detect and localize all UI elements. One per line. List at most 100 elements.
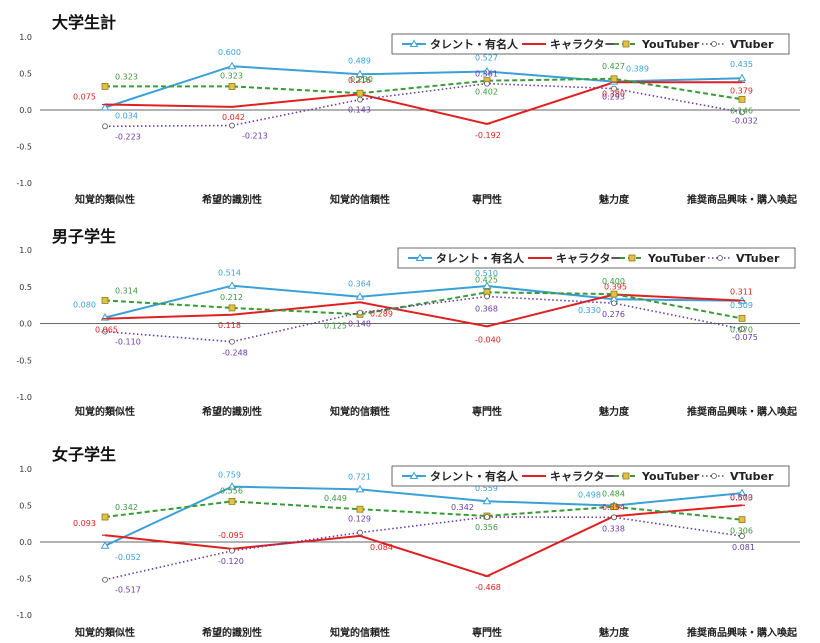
data-label-vtuber: -0.120	[218, 557, 244, 566]
data-point-youtuber	[356, 89, 364, 97]
y-tick-label: -1.0	[16, 393, 32, 402]
legend-marker-talent	[415, 253, 425, 261]
data-label-character: 0.503	[730, 493, 753, 502]
data-label-character: 0.395	[604, 282, 627, 291]
data-point-vtuber	[102, 123, 108, 130]
data-label-talent: 0.527	[475, 54, 498, 63]
data-label-youtuber: 0.425	[475, 275, 498, 284]
x-category-label: 推奨商品興味・購入喚起	[687, 405, 798, 418]
data-label-vtuber: 0.293	[602, 93, 625, 102]
data-label-talent: 0.309	[730, 301, 753, 310]
data-label-character: 0.093	[73, 519, 96, 528]
series-line-character	[104, 81, 742, 126]
y-tick-label: 0.5	[19, 70, 32, 79]
x-category-label: 知覚的信頼性	[329, 193, 390, 206]
data-point-talent	[227, 61, 237, 70]
data-label-character: 0.354	[602, 503, 625, 512]
series-line-talent	[104, 284, 743, 319]
y-tick-label: 1.0	[19, 33, 32, 42]
data-label-youtuber: 0.314	[115, 286, 138, 295]
series-line-vtuber	[104, 295, 743, 343]
data-point-vtuber	[611, 514, 617, 521]
data-label-character: 0.379	[730, 86, 753, 95]
data-label-talent: -0.052	[115, 553, 141, 562]
data-point-vtuber	[357, 96, 363, 103]
data-label-vtuber: -0.213	[242, 132, 268, 141]
data-label-vtuber: 0.368	[475, 304, 498, 313]
data-label-vtuber: 0.342	[451, 503, 474, 512]
data-label-talent: 0.721	[348, 472, 371, 481]
chart-legend: タレント・有名人 キャラクター YouTuber VTuber	[391, 33, 790, 55]
data-label-youtuber: 0.400	[602, 277, 625, 286]
data-label-character: -0.095	[218, 531, 244, 540]
chart-legend: タレント・有名人 キャラクター YouTuber VTuber	[391, 465, 790, 487]
x-category-label: 推奨商品興味・購入喚起	[687, 626, 798, 639]
data-label-youtuber: 0.342	[115, 503, 138, 512]
data-label-vtuber: -0.248	[222, 349, 248, 358]
legend-marker-youtuber	[628, 254, 636, 262]
data-point-vtuber	[102, 328, 108, 335]
x-category-label: 希望的識別性	[201, 405, 262, 418]
legend-label-character: キャラクター	[550, 470, 616, 483]
data-point-youtuber	[228, 83, 236, 90]
data-point-vtuber	[484, 514, 490, 520]
series-line-youtuber	[105, 77, 743, 101]
data-point-talent	[482, 67, 492, 75]
data-label-youtuber: 0.306	[730, 527, 753, 536]
series-line-character	[104, 504, 743, 578]
data-point-youtuber	[101, 513, 109, 521]
legend-label-vtuber: VTuber	[736, 252, 780, 265]
data-label-talent: 0.435	[730, 60, 753, 69]
data-label-youtuber: 0.323	[115, 72, 138, 81]
legend-marker-vtuber	[717, 255, 723, 261]
data-point-talent	[355, 292, 365, 300]
data-point-youtuber	[738, 95, 746, 103]
y-tick-label: -0.5	[16, 143, 32, 152]
chart-legend: タレント・有名人 キャラクター YouTuber VTuber	[397, 247, 796, 269]
series-line-vtuber	[104, 516, 743, 581]
x-category-label: 専門性	[472, 193, 502, 206]
y-tick-label: 0.5	[19, 502, 32, 511]
legend-box	[391, 465, 790, 487]
legend-label-vtuber: VTuber	[730, 38, 774, 51]
legend-box	[397, 247, 796, 269]
data-point-talent	[482, 496, 492, 505]
data-point-youtuber	[101, 83, 109, 90]
chart-panel: 大学生計 1.0 0.5 0.0 -0.5 -1.0 知覚的類似性 希望的識別性 知覚的信頼性 専…	[16, 13, 800, 206]
x-category-label: 専門性	[472, 405, 502, 418]
series-line-talent	[104, 65, 743, 109]
data-point-vtuber	[229, 338, 235, 345]
data-point-youtuber	[101, 297, 109, 304]
data-label-youtuber: 0.212	[220, 293, 243, 302]
data-label-talent: 0.600	[218, 48, 241, 57]
x-category-label: 希望的識別性	[201, 193, 262, 206]
data-label-youtuber: 0.402	[475, 88, 498, 97]
data-label-vtuber: 0.081	[732, 543, 755, 552]
data-label-vtuber: 0.143	[348, 106, 371, 115]
x-category-label: 魅力度	[599, 193, 630, 206]
y-tick-label: -0.5	[16, 575, 32, 584]
data-label-vtuber: -0.517	[115, 586, 141, 595]
data-point-vtuber	[611, 300, 617, 307]
data-label-vtuber: 0.129	[348, 515, 371, 524]
chart-title: 女子学生	[52, 445, 116, 464]
data-label-talent: 0.759	[218, 471, 241, 480]
data-label-youtuber: 0.230	[350, 75, 373, 84]
data-point-vtuber	[357, 529, 363, 536]
series-line-youtuber	[104, 500, 743, 521]
y-tick-label: 0.0	[19, 320, 32, 329]
data-point-vtuber	[611, 85, 617, 92]
data-label-talent: 0.330	[578, 306, 601, 315]
x-category-label: 魅力度	[599, 405, 630, 418]
data-point-vtuber	[229, 122, 235, 129]
data-label-talent: 0.489	[348, 56, 371, 65]
data-label-vtuber: 0.148	[348, 320, 371, 329]
data-point-talent	[227, 482, 237, 490]
data-label-talent: 0.670	[730, 493, 753, 502]
data-label-youtuber: 0.070	[730, 325, 753, 334]
x-category-label: 専門性	[472, 626, 502, 639]
data-point-vtuber	[484, 293, 490, 300]
data-label-youtuber: 0.356	[475, 523, 498, 532]
legend-marker-talent	[409, 39, 419, 47]
